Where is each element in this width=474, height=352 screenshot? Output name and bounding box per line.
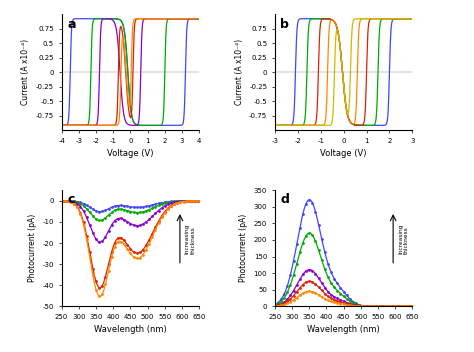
Text: Increasing
thickness: Increasing thickness: [398, 224, 409, 254]
Text: Increasing
thickness: Increasing thickness: [185, 224, 196, 254]
Y-axis label: Current (A x10⁻⁴): Current (A x10⁻⁴): [235, 39, 244, 105]
X-axis label: Wavelength (nm): Wavelength (nm): [94, 326, 167, 334]
Y-axis label: Current (A x10⁻⁴): Current (A x10⁻⁴): [21, 39, 30, 105]
Y-axis label: Photocurrent (pA): Photocurrent (pA): [28, 214, 37, 282]
X-axis label: Wavelength (nm): Wavelength (nm): [307, 326, 380, 334]
Y-axis label: Photocurrent (pA): Photocurrent (pA): [239, 214, 248, 282]
X-axis label: Voltage (V): Voltage (V): [320, 149, 367, 158]
Text: d: d: [280, 193, 289, 206]
Text: c: c: [67, 193, 74, 206]
Text: a: a: [67, 18, 76, 31]
X-axis label: Voltage (V): Voltage (V): [107, 149, 154, 158]
Text: b: b: [280, 18, 289, 31]
